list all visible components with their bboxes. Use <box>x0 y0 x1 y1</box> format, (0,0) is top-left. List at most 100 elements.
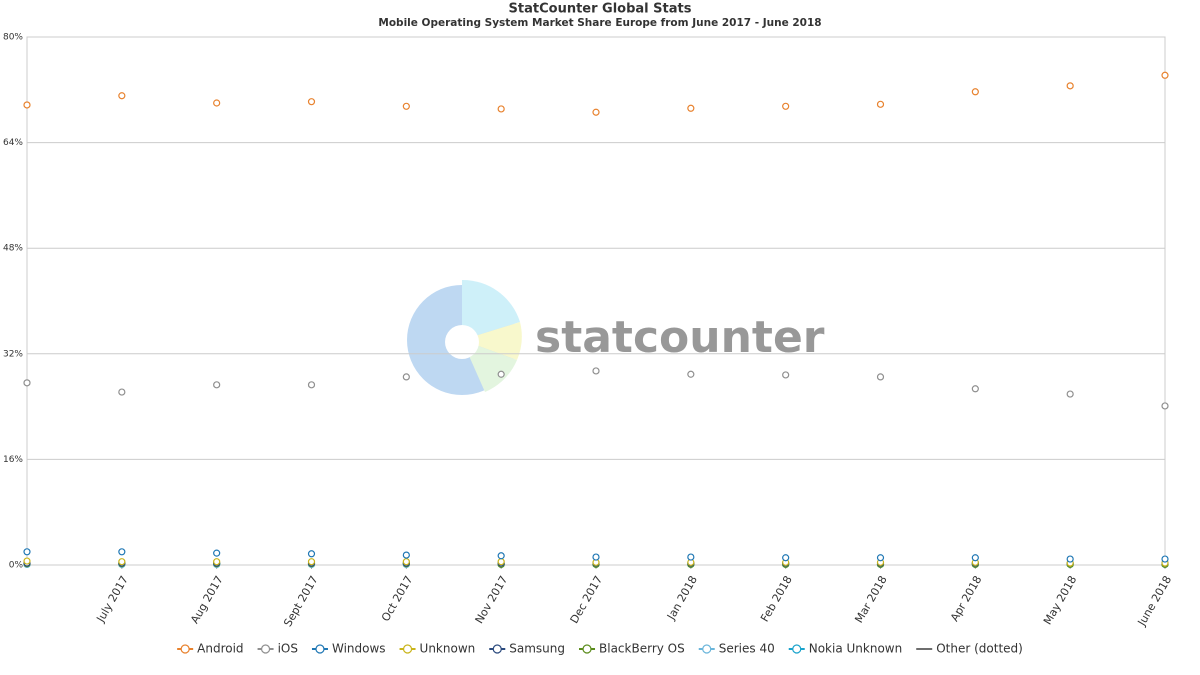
legend-item: Android <box>177 642 244 656</box>
point <box>592 108 600 116</box>
point <box>307 550 316 558</box>
point <box>213 99 221 107</box>
legend-item: BlackBerry OS <box>579 642 685 656</box>
point <box>213 381 221 389</box>
point <box>118 548 126 556</box>
point <box>23 548 31 556</box>
legend-marker <box>180 644 190 654</box>
legend-item: Other (dotted) <box>916 642 1023 656</box>
x-tick-label: July 2017 <box>94 574 131 626</box>
legend-item: Samsung <box>489 642 565 656</box>
point <box>876 373 885 381</box>
point <box>971 385 979 393</box>
watermark-logo <box>462 322 522 360</box>
legend-label: BlackBerry OS <box>599 642 685 656</box>
series <box>23 71 1169 116</box>
point <box>213 549 221 557</box>
point <box>307 98 316 106</box>
point <box>23 557 31 565</box>
point <box>687 553 695 561</box>
x-tick-label: Dec 2017 <box>568 574 606 626</box>
x-tick-label: Mar 2018 <box>852 574 889 626</box>
legend-label: Android <box>197 642 243 656</box>
legend-item: Series 40 <box>698 642 775 656</box>
x-tick-label: Apr 2018 <box>948 573 985 623</box>
legend-item: Unknown <box>399 642 476 656</box>
x-tick-label: June 2018 <box>1135 574 1174 629</box>
point <box>402 102 410 110</box>
point <box>1066 390 1074 398</box>
point <box>782 102 790 110</box>
y-tick-label: 16% <box>3 455 23 465</box>
legend-label: Nokia Unknown <box>809 642 902 656</box>
point <box>118 558 126 566</box>
legend-item: iOS <box>257 642 298 656</box>
x-tick-label: Feb 2018 <box>758 574 795 625</box>
point <box>1161 71 1169 79</box>
y-tick-label: 32% <box>3 349 23 359</box>
point <box>497 558 505 566</box>
legend-label: Unknown <box>420 642 476 656</box>
point <box>876 100 885 108</box>
point <box>118 92 126 100</box>
point <box>1161 555 1169 563</box>
x-tick-label: May 2018 <box>1041 574 1079 627</box>
point <box>497 552 505 560</box>
legend-marker <box>582 644 592 654</box>
x-tick-label: Oct 2017 <box>379 574 416 624</box>
point <box>497 370 505 378</box>
legend-label: Samsung <box>509 642 565 656</box>
watermark: statcounter <box>407 279 825 395</box>
point <box>1066 82 1074 90</box>
chart-title: StatCounter Global Stats <box>509 2 692 17</box>
legend-marker <box>315 644 325 654</box>
series <box>23 548 1169 563</box>
legend-label: Other (dotted) <box>936 642 1023 656</box>
legend-marker <box>492 644 502 654</box>
legend-label: Windows <box>332 642 386 656</box>
x-tick-label: Sept 2017 <box>281 574 321 629</box>
watermark-logo <box>445 325 479 359</box>
point <box>876 554 885 562</box>
x-tick-label: Nov 2017 <box>473 574 511 626</box>
plot-frame <box>26 36 1166 566</box>
point <box>1161 402 1169 410</box>
legend-marker <box>402 644 413 654</box>
legend-marker <box>702 644 712 654</box>
point <box>687 370 695 378</box>
point <box>592 553 600 561</box>
legend-item: Windows <box>311 642 386 656</box>
watermark-text: statcounter <box>535 312 825 363</box>
legend-label: iOS <box>278 642 298 656</box>
point <box>402 373 410 381</box>
x-tick-label: Jan 2018 <box>664 574 700 623</box>
watermark-logo <box>462 340 517 392</box>
y-tick-label: 48% <box>3 244 23 254</box>
point <box>687 104 695 112</box>
y-tick-label: 80% <box>3 33 23 43</box>
y-tick-label: 64% <box>3 138 23 148</box>
point <box>592 367 600 375</box>
point <box>971 88 979 96</box>
legend-marker <box>792 644 802 654</box>
y-tick-label: 0% <box>9 561 24 571</box>
legend: Android iOS Windows Unknown Samsung BlackBerr… <box>177 642 1023 656</box>
point <box>307 381 316 389</box>
point <box>307 558 316 566</box>
point <box>402 551 410 559</box>
watermark-logo <box>462 279 520 340</box>
point <box>971 554 979 562</box>
point <box>402 558 410 566</box>
point <box>782 371 790 379</box>
point <box>213 558 221 566</box>
legend-label: Series 40 <box>719 642 775 656</box>
point <box>497 105 505 113</box>
point <box>23 101 31 109</box>
point <box>782 554 790 562</box>
point <box>1066 555 1074 563</box>
legend-item: Nokia Unknown <box>788 642 902 656</box>
x-tick-label: Aug 2017 <box>188 574 226 626</box>
point <box>23 379 31 387</box>
